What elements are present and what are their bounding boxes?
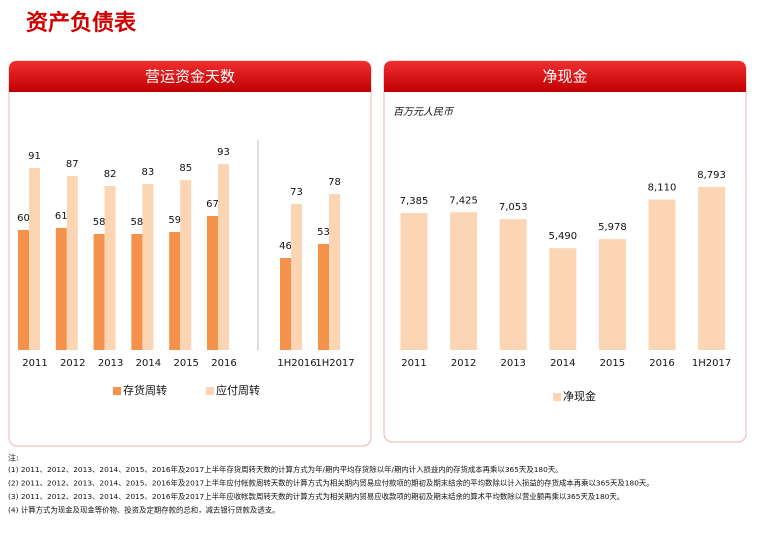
- legend-label: 应付周转: [216, 383, 260, 397]
- data-label: 87: [66, 159, 79, 170]
- data-label: 58: [131, 217, 144, 228]
- bar: [93, 234, 105, 350]
- note: (3) 2011、2012、2013、2014、2015、2016年及2017上…: [8, 492, 624, 501]
- bar: [218, 164, 229, 350]
- chart-title: 净现金: [542, 68, 587, 86]
- legend-label: 存货周转: [123, 383, 167, 397]
- x-tick-label: 2014: [550, 358, 575, 369]
- data-label: 53: [317, 227, 330, 238]
- note: (1) 2011、2012、2013、2014、2015、2016年及2017上…: [8, 465, 563, 474]
- data-label: 67: [206, 199, 219, 210]
- data-label: 83: [142, 167, 155, 178]
- x-tick-label: 2011: [22, 358, 47, 369]
- bar: [549, 248, 577, 350]
- data-label: 8,793: [697, 170, 726, 181]
- data-label: 78: [328, 177, 341, 188]
- bar: [104, 186, 116, 350]
- data-label: 7,053: [499, 202, 528, 213]
- bar: [329, 194, 340, 350]
- bar: [131, 234, 143, 350]
- data-label: 85: [179, 163, 192, 174]
- bar: [180, 180, 192, 350]
- x-tick-label: 2013: [500, 358, 525, 369]
- x-tick-label: 1H2017: [315, 358, 354, 369]
- chart-title: 营运资金天数: [145, 68, 235, 86]
- data-label: 7,425: [449, 195, 478, 206]
- bar: [698, 186, 726, 350]
- data-label: 8,110: [648, 183, 677, 194]
- data-label: 58: [93, 217, 106, 228]
- x-tick-label: 2015: [600, 358, 625, 369]
- bar: [598, 239, 626, 350]
- note: (2) 2011、2012、2013、2014、2015、2016年及2017上…: [8, 479, 654, 488]
- bar: [280, 258, 291, 350]
- x-tick-label: 2015: [173, 358, 198, 369]
- bar: [400, 213, 428, 350]
- x-tick-label: 1H2016: [277, 358, 316, 369]
- legend-swatch: [206, 387, 214, 395]
- bar: [55, 228, 67, 350]
- data-label: 5,490: [548, 231, 577, 242]
- data-label: 61: [55, 211, 68, 222]
- bar: [450, 212, 478, 350]
- chart-subtitle: 百万元人民币: [393, 106, 455, 118]
- bar: [18, 230, 29, 350]
- bar: [29, 168, 40, 350]
- notes-heading: 注:: [8, 453, 19, 463]
- bar: [207, 216, 218, 350]
- data-label: 91: [28, 151, 41, 162]
- bar: [499, 219, 527, 350]
- page-title: 资产负债表: [26, 11, 137, 36]
- x-tick-label: 1H2017: [692, 358, 731, 369]
- data-label: 7,385: [400, 196, 429, 207]
- bar: [648, 199, 676, 350]
- data-label: 59: [168, 215, 181, 226]
- legend-swatch: [553, 393, 561, 401]
- x-tick-label: 2016: [211, 358, 236, 369]
- bar: [142, 184, 154, 350]
- bar: [66, 176, 78, 350]
- legend-label: 净现金: [563, 389, 596, 403]
- data-label: 60: [17, 213, 30, 224]
- note: (4) 计算方式为现金及现金等价物、投资及定期存款的总和，减去银行贷款及透支。: [8, 506, 280, 515]
- data-label: 82: [104, 169, 117, 180]
- data-label: 46: [279, 241, 292, 252]
- bar: [291, 204, 302, 350]
- bar: [318, 244, 329, 350]
- x-tick-label: 2012: [451, 358, 476, 369]
- bar: [169, 232, 181, 350]
- x-tick-label: 2014: [136, 358, 161, 369]
- data-label: 73: [290, 187, 303, 198]
- x-tick-label: 2012: [60, 358, 85, 369]
- data-label: 5,978: [598, 222, 627, 233]
- data-label: 93: [217, 147, 230, 158]
- legend-swatch: [113, 387, 121, 395]
- x-tick-label: 2013: [98, 358, 123, 369]
- x-tick-label: 2011: [401, 358, 426, 369]
- x-tick-label: 2016: [649, 358, 674, 369]
